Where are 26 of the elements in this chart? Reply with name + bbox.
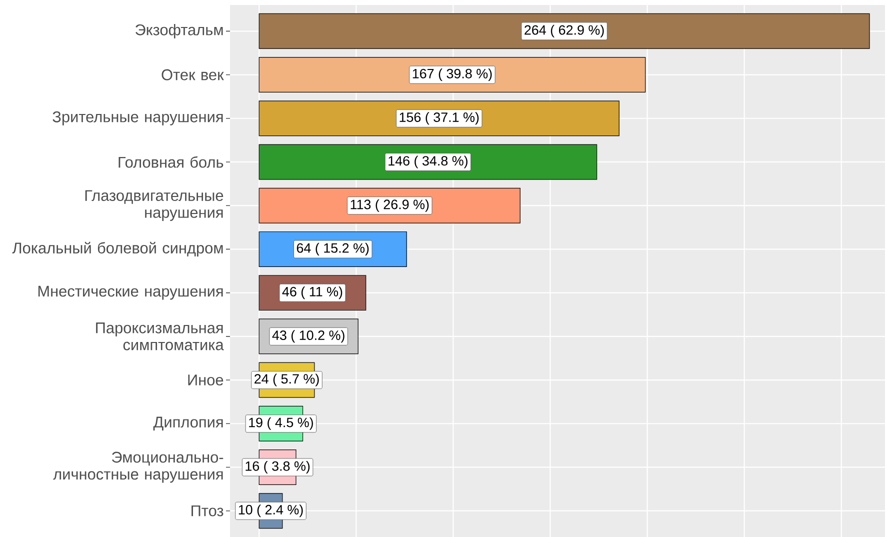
y-tick-label: Экзофтальм	[136, 24, 223, 38]
data-label: 16 ( 3.8 %)	[246, 460, 310, 474]
y-tick-label: Зрительные нарушения	[52, 111, 223, 126]
data-label: 24 ( 5.7 %)	[254, 374, 319, 386]
y-tick-label: Головная боль	[118, 156, 224, 168]
data-label: 264 ( 62.9 %)	[524, 24, 604, 38]
data-label: 64 ( 15.2 %)	[296, 242, 369, 256]
y-tick-label: Мнестические нарушения	[38, 286, 223, 300]
data-label: 46 ( 11 %)	[282, 286, 342, 300]
y-tick-label: Птоз	[192, 505, 224, 516]
data-label: 19 ( 4.5 %)	[249, 417, 313, 430]
data-label: 156 ( 37.1 %)	[400, 112, 479, 125]
data-label: 167 ( 39.8 %)	[412, 68, 492, 82]
y-tick-label: Эмоционально-личностные нарушения	[53, 452, 224, 483]
y-tick-label: Глазодвигательные нарушения	[85, 190, 224, 221]
data-label: 146 ( 34.8 %)	[388, 156, 468, 168]
bar	[258, 57, 646, 93]
y-tick-label: Пароксизмальная симптоматика	[96, 322, 224, 350]
bar	[258, 13, 870, 49]
data-label: 43 ( 10.2 %)	[272, 330, 344, 343]
y-tick-label: Диплопия	[153, 416, 223, 430]
y-tick-label: Отек век	[162, 69, 224, 80]
data-label: 113 ( 26.9 %)	[350, 199, 429, 212]
y-tick-label: Локальный болевой синдром	[12, 242, 223, 257]
y-tick-label: Иное	[188, 374, 224, 386]
data-label: 10 ( 2.4 %)	[238, 504, 303, 518]
